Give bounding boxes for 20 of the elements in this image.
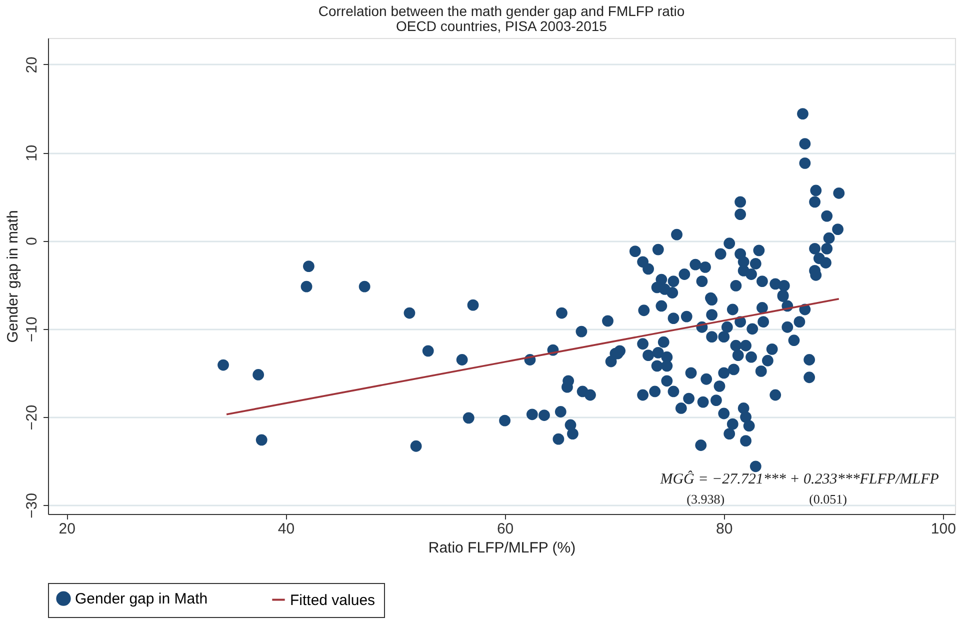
legend-label: Fitted values bbox=[290, 592, 376, 609]
x-tick-label: 80 bbox=[716, 520, 733, 538]
y-tick-label: 20 bbox=[24, 56, 40, 74]
chart-subtitle: OECD countries, PISA 2003-2015 bbox=[396, 18, 608, 34]
x-tick-label: 20 bbox=[58, 520, 76, 538]
y-tick-label: −10 bbox=[24, 316, 40, 342]
y-tick-label: −20 bbox=[24, 404, 40, 430]
y-tick-label: −30 bbox=[24, 492, 40, 518]
y-tick-label: 10 bbox=[24, 144, 40, 162]
annotation: MGĜ = −27.721*** + 0.233***FLFP/MLFP bbox=[659, 470, 939, 488]
x-axis-title: Ratio FLFP/MLFP (%) bbox=[428, 540, 576, 556]
annotation: (3.938) bbox=[686, 492, 725, 507]
annotation: (0.051) bbox=[809, 492, 847, 507]
chart-title: Correlation between the math gender gap and FMLFP ratio bbox=[318, 3, 685, 19]
y-axis-title: Gender gap in math bbox=[4, 210, 22, 343]
y-tick-label: 0 bbox=[24, 237, 40, 246]
legend-label: Gender gap in Math bbox=[75, 590, 208, 608]
x-tick-label: 40 bbox=[278, 520, 295, 538]
x-tick-label: 100 bbox=[930, 520, 956, 538]
x-tick-label: 60 bbox=[496, 520, 514, 538]
